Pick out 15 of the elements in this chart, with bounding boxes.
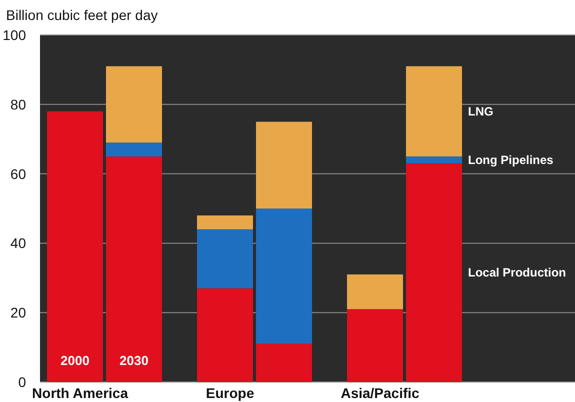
annotation: 2000: [60, 353, 90, 368]
series-label: Local Production: [468, 266, 566, 280]
y-tick-label: 80: [10, 96, 26, 112]
series-label: LNG: [468, 104, 494, 118]
y-tick-label: 40: [10, 235, 26, 252]
series-label: Long Pipelines: [468, 152, 554, 167]
y-axis-title: Billion cubic feet per day: [6, 7, 158, 23]
annotation: 2030: [120, 353, 148, 368]
y-tick-label: 100: [2, 27, 26, 43]
y-tick-label: 60: [10, 166, 26, 182]
x-tick-label: Europe: [206, 385, 254, 401]
x-tick-label: North America: [32, 385, 128, 401]
y-tick-label: 20: [10, 304, 26, 321]
y-tick-label: 0: [18, 374, 26, 390]
x-tick-label: Asia/Pacific: [340, 385, 420, 401]
